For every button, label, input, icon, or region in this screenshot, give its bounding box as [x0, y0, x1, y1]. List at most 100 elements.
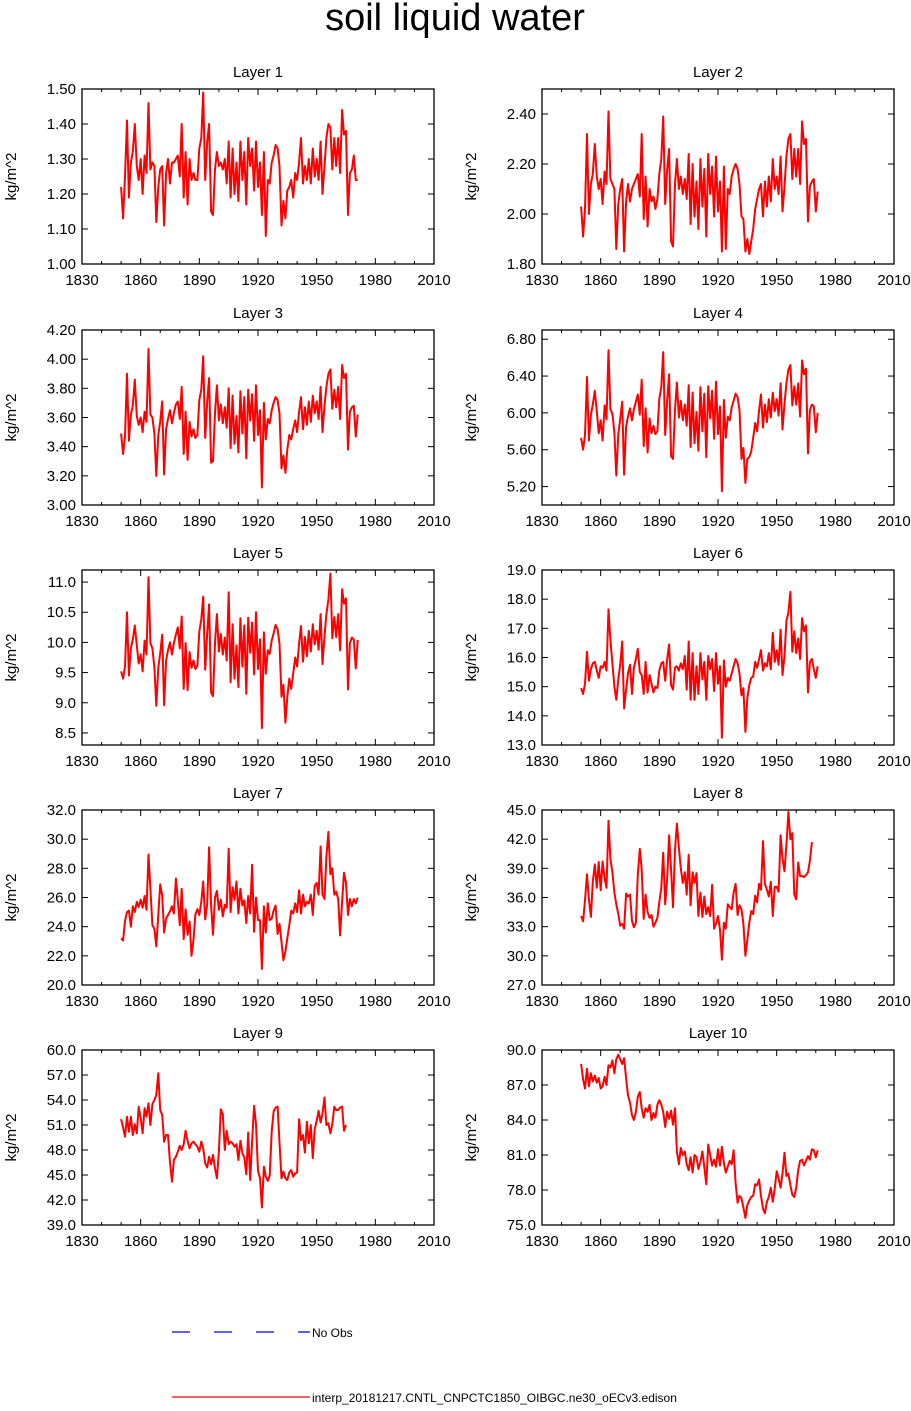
y-tick-label: 57.0 — [47, 1067, 76, 1084]
x-tick-label: 1830 — [65, 513, 98, 530]
plot-frame — [541, 809, 895, 986]
y-tick-label: 6.80 — [507, 331, 536, 348]
y-tick-label: 60.0 — [47, 1042, 76, 1059]
x-tick-label: 1830 — [65, 1233, 98, 1250]
x-tick-label: 1860 — [584, 993, 617, 1010]
x-tick-label: 1830 — [65, 272, 98, 289]
panel-layer-1: Layer 1 1830 1860 1890 1920 1950 1980 2010 1.00 1… — [3, 64, 451, 289]
panel-title: Layer 3 — [233, 305, 283, 322]
x-tick-label: 2010 — [877, 993, 910, 1010]
y-tick-label: 14.0 — [507, 708, 536, 725]
y-tick-label: 30.0 — [507, 948, 536, 965]
y-tick-label: 26.0 — [47, 890, 76, 907]
y-tick-label: 45.0 — [47, 1167, 76, 1184]
legend-series-label: interp_20181217.CNTL_CNPCTC1850_OIBGC.ne… — [312, 1391, 677, 1405]
x-tick-label: 1980 — [819, 1233, 852, 1250]
y-tick-label: 51.0 — [47, 1117, 76, 1134]
plot-frame — [541, 88, 895, 265]
x-tick-label: 2010 — [417, 753, 450, 770]
x-tick-label: 1830 — [525, 1233, 558, 1250]
y-tick-label: 3.40 — [47, 439, 76, 456]
series-line — [580, 590, 819, 739]
panel-layer-2: Layer 2 1830 1860 1890 1920 1950 1980 2010 1.80 2… — [463, 64, 911, 289]
y-tick-label: 18.0 — [507, 591, 536, 608]
y-tick-label: 39.0 — [47, 1217, 76, 1234]
y-axis-label: kg/m^2 — [3, 634, 20, 682]
y-tick-label: 4.00 — [47, 351, 76, 368]
y-tick-label: 8.5 — [55, 725, 76, 742]
y-tick-label: 11.0 — [48, 574, 76, 591]
y-tick-label: 2.00 — [507, 206, 536, 223]
x-tick-label: 1890 — [183, 1233, 216, 1250]
x-tick-label: 2010 — [877, 513, 910, 530]
x-tick-label: 1950 — [300, 753, 333, 770]
x-tick-label: 1920 — [241, 513, 274, 530]
x-tick-label: 1860 — [584, 753, 617, 770]
x-tick-label: 1830 — [65, 753, 98, 770]
y-tick-label: 81.0 — [507, 1147, 536, 1164]
y-tick-label: 5.60 — [507, 442, 536, 459]
y-axis-label: kg/m^2 — [463, 634, 480, 682]
x-tick-label: 1860 — [584, 272, 617, 289]
y-tick-label: 9.0 — [55, 695, 76, 712]
x-tick-label: 1860 — [124, 1233, 157, 1250]
y-tick-label: 3.80 — [47, 380, 76, 397]
panel-title: Layer 6 — [693, 545, 743, 562]
x-tick-label: 1920 — [241, 993, 274, 1010]
y-tick-label: 87.0 — [507, 1077, 536, 1094]
y-tick-label: 15.0 — [507, 679, 536, 696]
x-tick-label: 1980 — [359, 753, 392, 770]
plot-frame — [81, 809, 435, 986]
x-tick-label: 2010 — [877, 753, 910, 770]
x-tick-label: 1890 — [643, 513, 676, 530]
y-tick-label: 1.50 — [47, 81, 76, 98]
x-tick-label: 1920 — [701, 272, 734, 289]
legend-obs-label: No Obs — [312, 1326, 353, 1340]
x-tick-label: 1980 — [819, 993, 852, 1010]
series-line — [580, 1053, 819, 1219]
y-tick-label: 45.0 — [507, 802, 536, 819]
y-tick-label: 5.20 — [507, 479, 536, 496]
y-tick-label: 1.00 — [47, 256, 76, 273]
y-axis-label: kg/m^2 — [463, 1114, 480, 1162]
x-tick-label: 1830 — [525, 513, 558, 530]
x-tick-label: 1950 — [760, 272, 793, 289]
x-tick-label: 1920 — [241, 272, 274, 289]
y-axis-label: kg/m^2 — [463, 874, 480, 922]
panel-layer-6: Layer 6 1830 1860 1890 1920 1950 1980 2010 13.0 1… — [463, 545, 911, 770]
x-tick-label: 2010 — [417, 1233, 450, 1250]
x-tick-label: 1980 — [359, 1233, 392, 1250]
y-tick-label: 90.0 — [507, 1042, 536, 1059]
x-tick-label: 1950 — [300, 513, 333, 530]
y-tick-label: 42.0 — [507, 831, 536, 848]
y-axis-label: kg/m^2 — [3, 874, 20, 922]
x-tick-label: 1980 — [819, 513, 852, 530]
y-tick-label: 3.60 — [47, 410, 76, 427]
panel-title: Layer 2 — [693, 64, 743, 81]
series-line — [580, 349, 819, 493]
y-tick-label: 9.5 — [55, 665, 76, 682]
panel-title: Layer 4 — [693, 305, 743, 322]
x-tick-label: 1950 — [760, 513, 793, 530]
figure-title: soil liquid water — [325, 0, 585, 39]
panel-title: Layer 9 — [233, 1025, 283, 1042]
x-tick-label: 2010 — [877, 272, 910, 289]
y-tick-label: 1.80 — [507, 256, 536, 273]
y-axis-label: kg/m^2 — [3, 1114, 20, 1162]
y-tick-label: 39.0 — [507, 860, 536, 877]
y-tick-label: 22.0 — [47, 948, 76, 965]
y-tick-label: 54.0 — [47, 1092, 76, 1109]
x-tick-label: 1980 — [359, 272, 392, 289]
y-tick-label: 28.0 — [47, 860, 76, 877]
y-tick-label: 48.0 — [47, 1142, 76, 1159]
y-tick-label: 1.20 — [47, 186, 76, 203]
y-tick-label: 3.00 — [47, 497, 76, 514]
y-tick-label: 32.0 — [47, 802, 76, 819]
y-tick-label: 1.40 — [47, 116, 76, 133]
panel-layer-4: Layer 4 1830 1860 1890 1920 1950 1980 2010 5.20 5… — [463, 305, 911, 530]
y-tick-label: 16.0 — [507, 650, 536, 667]
y-tick-label: 24.0 — [47, 919, 76, 936]
series-line — [120, 572, 359, 730]
